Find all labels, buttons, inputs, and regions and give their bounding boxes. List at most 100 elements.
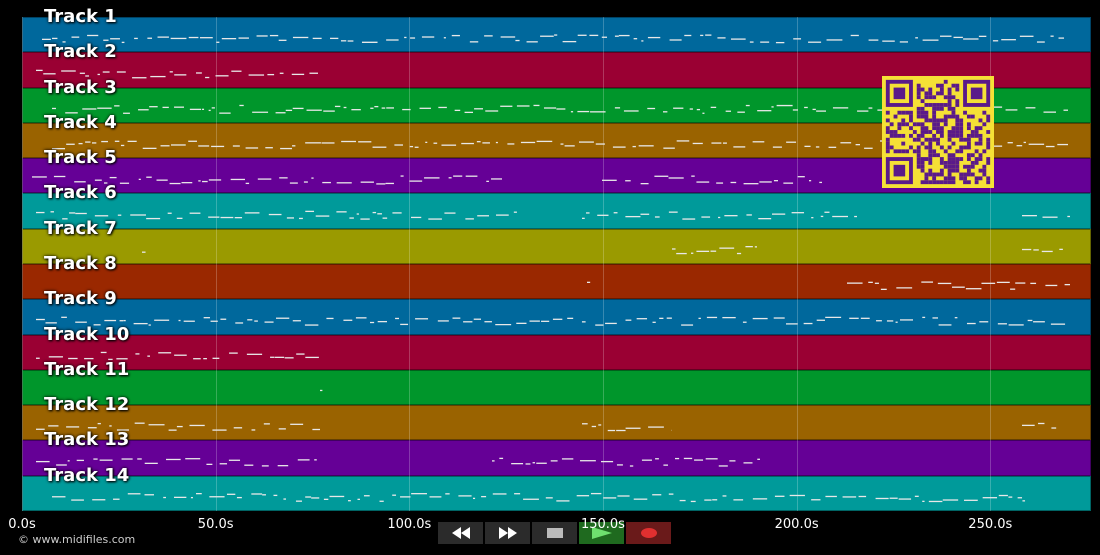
rewind-icon bbox=[451, 527, 470, 539]
qr-module bbox=[955, 164, 960, 169]
qr-module bbox=[924, 176, 929, 181]
qr-module bbox=[951, 176, 956, 181]
qr-module bbox=[928, 172, 933, 177]
qr-module bbox=[893, 133, 898, 138]
qr-module bbox=[928, 137, 933, 142]
tick-label: 0.0s bbox=[8, 517, 36, 532]
qr-module bbox=[932, 103, 937, 107]
qr-module bbox=[924, 95, 929, 100]
qr-module bbox=[963, 110, 967, 115]
qr-module bbox=[963, 145, 967, 150]
qr-module bbox=[943, 160, 948, 165]
qr-module bbox=[920, 164, 925, 169]
qr-module bbox=[916, 91, 921, 96]
qr-module bbox=[893, 149, 898, 154]
tick-label: 50.0s bbox=[197, 517, 234, 532]
qr-module bbox=[916, 87, 921, 92]
qr-module bbox=[905, 149, 910, 154]
qr-module bbox=[966, 145, 971, 150]
qr-module bbox=[955, 157, 960, 161]
qr-module bbox=[932, 118, 937, 123]
qr-module bbox=[943, 122, 948, 127]
qr-module bbox=[955, 133, 960, 138]
qr-module bbox=[924, 110, 929, 115]
qr-module bbox=[920, 133, 925, 138]
qr-module bbox=[955, 87, 960, 92]
qr-module bbox=[947, 137, 952, 142]
qr-module bbox=[943, 180, 948, 185]
qr-module bbox=[928, 118, 933, 123]
qr-module bbox=[982, 149, 987, 154]
qr-module bbox=[939, 172, 944, 177]
qr-module bbox=[920, 106, 925, 111]
qr-module bbox=[939, 168, 944, 173]
qr-module bbox=[947, 164, 952, 169]
qr-module bbox=[901, 122, 906, 127]
qr-module bbox=[920, 126, 925, 131]
qr-module bbox=[966, 126, 971, 131]
qr-module bbox=[916, 110, 921, 115]
stop-button[interactable] bbox=[532, 522, 577, 544]
qr-module bbox=[897, 122, 902, 127]
qr-module bbox=[893, 130, 898, 134]
record-button[interactable] bbox=[626, 522, 671, 544]
qr-module bbox=[905, 110, 910, 115]
qr-module bbox=[932, 137, 937, 142]
qr-module bbox=[885, 141, 890, 146]
qr-module bbox=[939, 145, 944, 150]
qr-module bbox=[901, 118, 906, 123]
qr-module bbox=[963, 176, 967, 181]
qr-module bbox=[916, 157, 921, 161]
qr-module bbox=[947, 168, 952, 173]
qr-module bbox=[916, 137, 921, 142]
qr-module bbox=[986, 118, 991, 123]
qr-module bbox=[963, 137, 967, 142]
qr-module bbox=[909, 133, 913, 138]
qr-module bbox=[897, 149, 902, 154]
track-label: Track 1 bbox=[44, 6, 117, 27]
rewind-button[interactable] bbox=[438, 522, 483, 544]
qr-module bbox=[986, 176, 991, 181]
qr-module bbox=[889, 133, 894, 138]
qr-module bbox=[932, 153, 937, 158]
track-label: Track 12 bbox=[44, 394, 130, 416]
qr-module bbox=[959, 122, 964, 127]
qr-module bbox=[939, 103, 944, 107]
qr-module bbox=[955, 130, 960, 134]
track-label: Track 11 bbox=[44, 358, 130, 380]
qr-module bbox=[955, 83, 960, 88]
qr-module bbox=[928, 145, 933, 150]
qr-module bbox=[916, 145, 921, 150]
qr-module bbox=[924, 180, 929, 185]
qr-module bbox=[970, 160, 975, 165]
qr-module bbox=[955, 168, 960, 173]
qr-module bbox=[978, 137, 983, 142]
track-label: Track 9 bbox=[44, 288, 117, 310]
qr-module bbox=[928, 141, 933, 146]
qr-module bbox=[920, 99, 925, 104]
track-label: Track 7 bbox=[44, 217, 117, 239]
qr-module bbox=[928, 157, 933, 161]
qr-module bbox=[974, 160, 979, 165]
qr-module bbox=[947, 114, 952, 119]
qr-module bbox=[885, 145, 890, 150]
qr-module bbox=[955, 103, 960, 107]
fast-forward-button[interactable] bbox=[485, 522, 530, 544]
qr-module bbox=[928, 103, 933, 107]
qr-module bbox=[951, 95, 956, 100]
qr-module bbox=[943, 114, 948, 119]
qr-module bbox=[920, 122, 925, 127]
qr-module bbox=[924, 157, 929, 161]
qr-module bbox=[947, 133, 952, 138]
qr-module bbox=[978, 126, 983, 131]
play-button[interactable] bbox=[579, 522, 624, 544]
qr-module bbox=[920, 87, 925, 92]
qr-module bbox=[986, 160, 991, 165]
qr-module bbox=[924, 137, 929, 142]
qr-module bbox=[951, 141, 956, 146]
qr-module bbox=[912, 137, 917, 142]
qr-module bbox=[974, 180, 979, 185]
qr-module bbox=[936, 83, 940, 88]
qr-module bbox=[889, 122, 894, 127]
qr-module bbox=[932, 180, 937, 185]
